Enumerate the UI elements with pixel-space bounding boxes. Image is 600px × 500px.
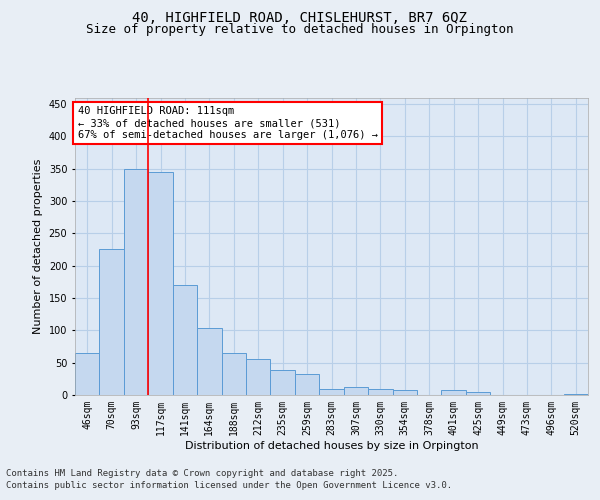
- Bar: [368, 388, 392, 395]
- Bar: [442, 390, 466, 395]
- Bar: [124, 168, 148, 395]
- Text: 40 HIGHFIELD ROAD: 111sqm
← 33% of detached houses are smaller (531)
67% of semi: 40 HIGHFIELD ROAD: 111sqm ← 33% of detac…: [77, 106, 377, 140]
- Text: 40, HIGHFIELD ROAD, CHISLEHURST, BR7 6QZ: 40, HIGHFIELD ROAD, CHISLEHURST, BR7 6QZ: [133, 10, 467, 24]
- Bar: [246, 360, 271, 395]
- Text: Contains public sector information licensed under the Open Government Licence v3: Contains public sector information licen…: [6, 480, 452, 490]
- X-axis label: Distribution of detached houses by size in Orpington: Distribution of detached houses by size …: [185, 440, 478, 450]
- Bar: [75, 353, 100, 395]
- Bar: [319, 388, 344, 395]
- Bar: [392, 390, 417, 395]
- Bar: [271, 370, 295, 395]
- Text: Size of property relative to detached houses in Orpington: Size of property relative to detached ho…: [86, 22, 514, 36]
- Bar: [563, 394, 588, 395]
- Bar: [148, 172, 173, 395]
- Bar: [100, 250, 124, 395]
- Bar: [221, 353, 246, 395]
- Text: Contains HM Land Registry data © Crown copyright and database right 2025.: Contains HM Land Registry data © Crown c…: [6, 470, 398, 478]
- Bar: [173, 285, 197, 395]
- Bar: [466, 392, 490, 395]
- Y-axis label: Number of detached properties: Number of detached properties: [33, 158, 43, 334]
- Bar: [197, 328, 221, 395]
- Bar: [295, 374, 319, 395]
- Bar: [344, 386, 368, 395]
